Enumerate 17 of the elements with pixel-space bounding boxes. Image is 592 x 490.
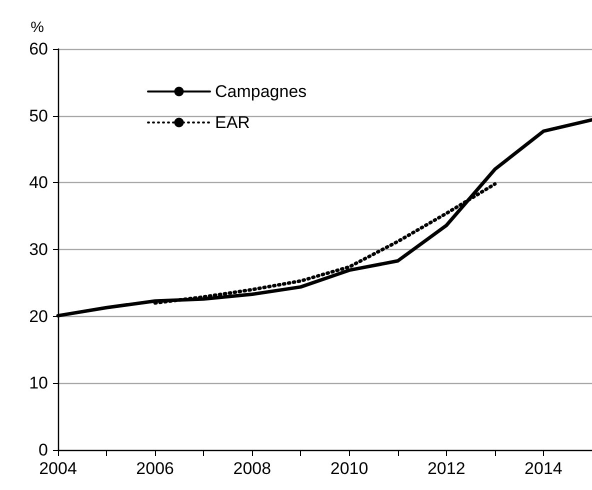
x-tick-label: 2006 [136,459,174,478]
x-tick-label: 2012 [427,459,466,478]
y-tick-label: 60 [29,40,48,58]
y-tick-label: 30 [29,240,48,259]
legend-label: Campagnes [215,82,307,101]
y-tick-label: 20 [29,306,48,326]
y-tick-label: 0 [38,440,48,460]
y-tick-label: 40 [29,173,48,192]
y-axis-title: % [30,19,44,36]
x-tick-label: 2008 [233,459,272,478]
legend-label: EAR [215,113,250,132]
x-tick-label: 2010 [330,459,368,478]
x-tick-label: 2004 [39,459,77,478]
x-tick-label: 2014 [524,459,562,478]
y-tick-label: 10 [29,374,48,393]
y-tick-label: 50 [29,106,48,126]
line-series [153,182,497,305]
